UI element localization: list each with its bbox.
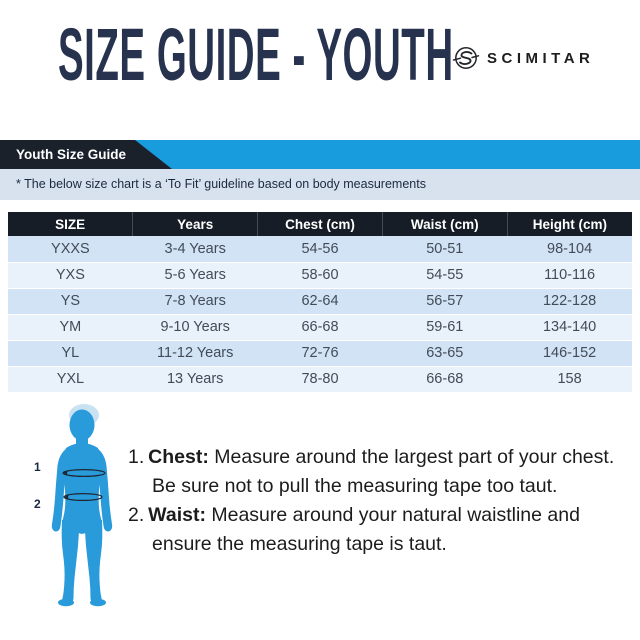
table-cell: 158 xyxy=(507,366,632,393)
table-row: YXS 5-6 Years 58-60 54-55 110-116 xyxy=(8,262,632,289)
body-silhouette-icon xyxy=(51,404,113,607)
size-table: SIZE Years Chest (cm) Waist (cm) Height (cm)… xyxy=(8,212,632,393)
table-cell: 3-4 Years xyxy=(132,236,258,263)
table-cell: 9-10 Years xyxy=(132,314,258,341)
instruction-term: Waist: xyxy=(144,504,212,526)
table-cell: 13 Years xyxy=(132,366,258,393)
table-cell: 72-76 xyxy=(257,340,383,367)
table-cell: YL xyxy=(8,340,133,367)
scimitar-logo-icon xyxy=(452,44,480,72)
table-cell: YXS xyxy=(8,262,133,289)
chest-arrow-icon xyxy=(62,468,106,477)
instruction-number: 2. xyxy=(128,504,145,526)
table-row: YS 7-8 Years 62-64 56-57 122-128 xyxy=(8,288,632,315)
table-cell: 98-104 xyxy=(507,236,632,263)
table-cell: 11-12 Years xyxy=(132,340,258,367)
guideline-note: * The below size chart is a ‘To Fit’ gui… xyxy=(16,177,426,191)
table-cell: 63-65 xyxy=(382,340,508,367)
column-header: Chest (cm) xyxy=(257,212,383,236)
column-header: Years xyxy=(132,212,258,236)
waist-arrow-icon xyxy=(63,492,103,501)
table-cell: 54-55 xyxy=(382,262,508,289)
guideline-note-band: * The below size chart is a ‘To Fit’ gui… xyxy=(0,169,640,200)
banner-label: Youth Size Guide xyxy=(16,147,127,162)
table-cell: 134-140 xyxy=(507,314,632,341)
column-header: Waist (cm) xyxy=(381,212,508,236)
table-cell: 58-60 xyxy=(257,262,383,289)
column-header: SIZE xyxy=(8,212,133,236)
size-table-head-row: SIZE Years Chest (cm) Waist (cm) Height (cm) xyxy=(8,212,632,236)
table-cell: 54-56 xyxy=(257,236,383,263)
size-table-body: YXXS 3-4 Years 54-56 50-51 98-104 YXS 5-6 Year… xyxy=(8,236,632,393)
table-row: YXXS 3-4 Years 54-56 50-51 98-104 xyxy=(8,236,632,263)
hair-shape xyxy=(69,404,99,426)
instruction-item: 1. Chest: Measure around the largest par… xyxy=(128,443,620,501)
brand-logo: SCIMITAR xyxy=(452,44,594,72)
size-guide-banner: Youth Size Guide xyxy=(0,140,640,169)
chest-marker-label: 1 xyxy=(34,460,41,474)
waist-marker-label: 2 xyxy=(34,497,41,511)
table-cell: YS xyxy=(8,288,133,315)
table-cell: 110-116 xyxy=(507,262,632,289)
table-row: YXL 13 Years 78-80 66-68 158 xyxy=(8,366,632,393)
table-cell: YXL xyxy=(8,366,133,393)
column-header: Height (cm) xyxy=(506,212,632,236)
table-cell: 59-61 xyxy=(382,314,508,341)
measure-instructions: 1. Chest: Measure around the largest par… xyxy=(128,443,620,559)
table-cell: 66-68 xyxy=(257,314,383,341)
instruction-item: 2. Waist: Measure around your natural wa… xyxy=(128,501,620,559)
table-cell: 5-6 Years xyxy=(132,262,258,289)
instruction-number: 1. xyxy=(128,446,145,468)
table-row: YM 9-10 Years 66-68 59-61 134-140 xyxy=(8,314,632,341)
table-cell: YM xyxy=(8,314,133,341)
instruction-text: Measure around your natural waistline an… xyxy=(152,504,580,555)
instruction-term: Chest: xyxy=(144,446,215,468)
table-cell: 50-51 xyxy=(382,236,508,263)
table-row: YL 11-12 Years 72-76 63-65 146-152 xyxy=(8,340,632,367)
table-cell: 78-80 xyxy=(257,366,383,393)
table-cell: 146-152 xyxy=(507,340,632,367)
table-cell: 7-8 Years xyxy=(132,288,258,315)
page-title: SIZE GUIDE - YOUTH xyxy=(58,13,454,96)
table-cell: 66-68 xyxy=(382,366,508,393)
table-cell: 56-57 xyxy=(382,288,508,315)
instruction-text: Measure around the largest part of your … xyxy=(152,446,615,497)
table-cell: YXXS xyxy=(8,236,133,263)
table-cell: 62-64 xyxy=(257,288,383,315)
table-cell: 122-128 xyxy=(507,288,632,315)
brand-name: SCIMITAR xyxy=(487,49,595,67)
